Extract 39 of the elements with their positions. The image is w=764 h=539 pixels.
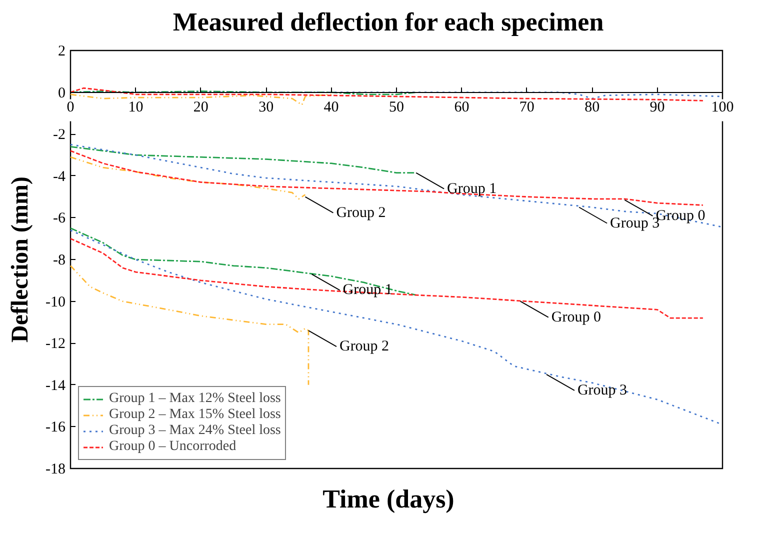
line-series: [70, 150, 704, 206]
legend-label: Group 0 – Uncorroded: [109, 439, 236, 455]
x-tick-label: 50: [389, 99, 404, 116]
y-tick-label: -18: [46, 462, 66, 478]
y-tick-label: -12: [46, 336, 66, 352]
y-axis-title: Deflection (mm): [8, 176, 34, 342]
annotation: Group 2: [339, 338, 390, 355]
x-tick-label: 20: [193, 99, 208, 116]
y-tick-label: -8: [53, 252, 66, 268]
y-tick-label: -10: [46, 294, 66, 310]
legend-label: Group 3 – Max 24% Steel loss: [109, 423, 281, 439]
y-tick-label: 2: [58, 44, 66, 60]
x-tick-label: 80: [584, 99, 600, 116]
x-tick-label: 30: [258, 99, 274, 116]
line-series: [70, 87, 704, 102]
annotation: Group 1: [447, 180, 497, 197]
y-tick-label: -6: [53, 210, 66, 227]
x-tick-label: 10: [128, 99, 144, 116]
annotation: Group 0: [551, 309, 601, 326]
legend-label: Group 2 – Max 15% Steel loss: [109, 407, 281, 423]
line-series: [70, 156, 306, 200]
y-tick-label: -4: [53, 168, 66, 185]
y-tick-label: -14: [46, 378, 66, 394]
x-tick-label: 100: [711, 99, 734, 116]
x-axis-title: Time (days): [322, 484, 454, 514]
y-tick-label: 0: [58, 85, 66, 102]
legend-label: Group 1 – Max 12% Steel loss: [109, 391, 281, 407]
chart-title: Measured deflection for each specimen: [172, 8, 604, 36]
line-series: [70, 265, 310, 386]
x-tick-label: 60: [454, 99, 470, 116]
x-tick-label: 40: [324, 99, 339, 116]
line-series: [70, 146, 417, 174]
y-tick-label: -2: [53, 127, 66, 144]
x-tick-label: 90: [650, 99, 665, 116]
line-series: [70, 227, 417, 296]
annotation: Group 3: [577, 382, 628, 398]
x-tick-label: 70: [519, 99, 534, 116]
y-tick-label: -16: [46, 420, 66, 436]
annotation: Group 2: [336, 204, 386, 221]
